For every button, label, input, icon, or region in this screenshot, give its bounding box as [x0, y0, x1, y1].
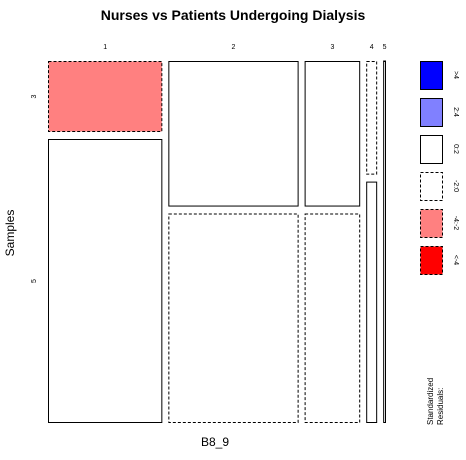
legend-swatch [420, 246, 443, 275]
legend-label: 0:2 [452, 144, 459, 154]
column-label-4: 4 [370, 44, 374, 51]
x-axis-label: B8_9 [201, 435, 229, 449]
mosaic-cell-4-3 [366, 61, 378, 175]
mosaic-cells [48, 60, 386, 423]
mosaic-cell-4-5 [366, 181, 378, 423]
column-label-3: 3 [330, 44, 334, 51]
mosaic-cell-1-5 [48, 139, 163, 423]
mosaic-cell-3-5 [304, 213, 361, 423]
y-axis-label: Samples [3, 210, 17, 257]
legend-label: <-4 [452, 255, 459, 265]
legend-label: -4:-2 [452, 216, 459, 231]
mosaic-cell-1-3 [48, 61, 163, 132]
mosaic-cell-5-5 [383, 61, 386, 423]
column-label-5: 5 [383, 44, 387, 51]
legend-swatch [420, 209, 443, 238]
legend-label: >4 [452, 71, 459, 79]
column-label-1: 1 [103, 44, 107, 51]
legend-label: -2:0 [452, 180, 459, 192]
legend-swatch [420, 61, 443, 90]
legend-title: StandardizedResiduals: [426, 378, 445, 425]
mosaic-cell-3-3 [304, 61, 361, 207]
mosaic-cell-2-5 [168, 213, 299, 423]
legend-label: 2:4 [452, 107, 459, 117]
row-label-5: 5 [31, 279, 38, 283]
residuals-legend: >4 2:4 0:2 -2:0 -4:-2 <-4 StandardizedResidual… [420, 61, 459, 425]
legend-swatch [420, 172, 443, 201]
column-label-2: 2 [232, 44, 236, 51]
row-label-3: 3 [31, 94, 38, 98]
legend-swatch [420, 98, 443, 127]
mosaic-cell-2-3 [168, 61, 299, 207]
chart-title: Nurses vs Patients Undergoing Dialysis [101, 7, 366, 23]
legend-swatch [420, 135, 443, 164]
